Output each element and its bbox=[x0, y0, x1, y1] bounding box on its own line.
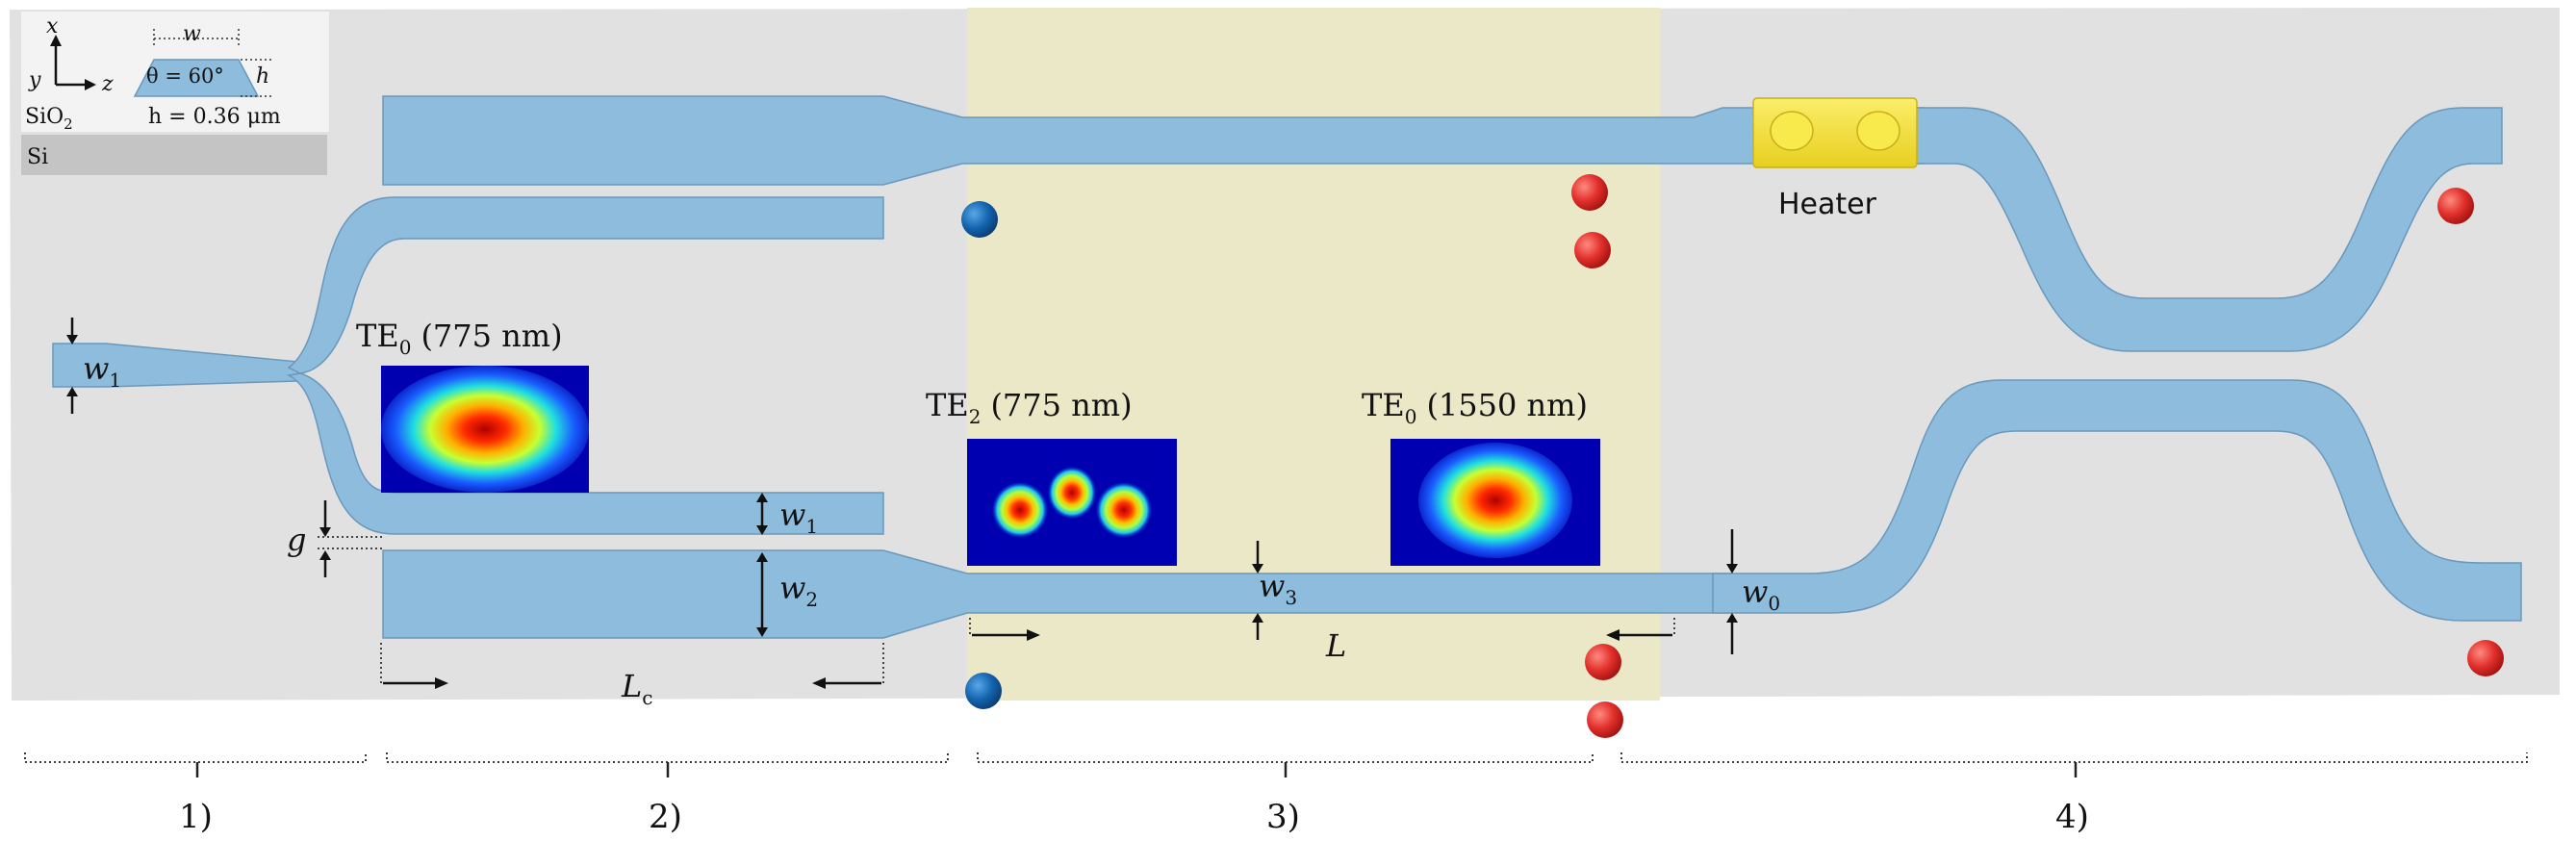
gap-arrowhead-bottom bbox=[319, 550, 331, 560]
inset-height-value: h = 0.36 μm bbox=[148, 105, 281, 129]
w2-arrowhead-bottom bbox=[756, 627, 768, 637]
section-bracket-4 bbox=[1620, 752, 2528, 763]
mode-profile-te0-775-field bbox=[381, 366, 589, 493]
w0-label: w0 bbox=[1742, 573, 1780, 615]
cross-section-inset: x y z w θ = 60° h SiO2 h = 0.36 μm Si bbox=[21, 12, 329, 175]
w1-mid-arrowhead-top bbox=[756, 493, 768, 502]
w1-left-arrowhead-top bbox=[66, 335, 78, 344]
l-arrowhead-left bbox=[1027, 629, 1040, 641]
w0-arrowhead-top bbox=[1726, 564, 1738, 573]
w3-label: w3 bbox=[1259, 568, 1297, 609]
mode-profiles: TE0 (775 nm) TE2 (775 nm) TE0 (1550 nm) bbox=[356, 318, 1600, 566]
lc-label: Lc bbox=[621, 668, 652, 709]
mode-profile-te2-lobe-left bbox=[991, 481, 1049, 539]
heater: Heater bbox=[1752, 97, 1918, 221]
inset-substrate-label: Si bbox=[27, 145, 48, 169]
section-label-2: 2) bbox=[649, 798, 682, 836]
inset-axis-y-label: y bbox=[28, 68, 41, 92]
w2-arrowhead-top bbox=[756, 552, 768, 562]
mode-profile-te2-lobe-mid bbox=[1047, 466, 1097, 520]
signal-dot-top-1 bbox=[1571, 174, 1608, 211]
dimension-annotations bbox=[66, 318, 1738, 689]
section-label-3: 3) bbox=[1266, 798, 1300, 836]
mode-label-te0-775: TE0 (775 nm) bbox=[356, 318, 563, 359]
inset-angle-label: θ = 60° bbox=[146, 64, 224, 88]
inset-cladding-label: SiO2 bbox=[25, 105, 73, 133]
w1-mid-label: w1 bbox=[779, 497, 818, 538]
inset-height-label: h bbox=[256, 64, 269, 89]
output-dot-bottom bbox=[2467, 640, 2504, 676]
upper-s-bend bbox=[1904, 107, 2503, 352]
w2-label: w2 bbox=[779, 570, 818, 611]
pump-dot-top bbox=[961, 201, 998, 238]
w1-left-arrowhead-bottom bbox=[66, 387, 78, 396]
mode-label-te0-1550: TE0 (1550 nm) bbox=[1362, 387, 1588, 428]
inset-waveguide bbox=[133, 59, 260, 97]
section-bracket-1 bbox=[24, 752, 367, 763]
signal-dot-top-2 bbox=[1574, 232, 1611, 268]
signal-dot-bottom-1 bbox=[1585, 644, 1621, 680]
branch-lower-arm bbox=[286, 372, 884, 535]
branch-upper-arm bbox=[287, 196, 884, 374]
l-arrowhead-right bbox=[1606, 629, 1620, 641]
signal-dot-bottom-2 bbox=[1587, 701, 1623, 738]
photon-markers bbox=[961, 174, 2504, 738]
section-bracket-3 bbox=[977, 752, 1594, 763]
w3-arrowhead-bottom bbox=[1252, 613, 1263, 623]
lc-arrowhead-left bbox=[435, 677, 448, 689]
inset-axis-z-label: z bbox=[101, 72, 114, 96]
heater-label: Heater bbox=[1778, 188, 1877, 221]
output-dot-top bbox=[2437, 188, 2474, 224]
mode-label-te2-775: TE2 (775 nm) bbox=[926, 387, 1133, 428]
mode-profile-te0-1550-field bbox=[1418, 443, 1572, 558]
heater-contact-right bbox=[1856, 111, 1900, 151]
section-label-4: 4) bbox=[2055, 798, 2089, 836]
inset-axis-x-arrow bbox=[50, 35, 62, 46]
w1-left-label: w1 bbox=[83, 350, 121, 392]
gap-label: g bbox=[287, 522, 306, 558]
w1-mid-arrowhead-bottom bbox=[756, 525, 768, 535]
inset-axis-x-label: x bbox=[46, 14, 59, 38]
dimension-labels: w1 w1 w2 g w3 w0 Lc L bbox=[83, 350, 1780, 709]
heater-contact-left bbox=[1770, 111, 1814, 151]
section-brackets bbox=[24, 752, 2528, 763]
w3-arrowhead-top bbox=[1252, 564, 1263, 573]
section-label-1: 1) bbox=[179, 798, 213, 836]
lower-s-bend bbox=[1712, 379, 2522, 622]
inset-axis-z-arrow bbox=[85, 79, 96, 90]
section-bracket-2 bbox=[386, 752, 949, 763]
gap-arrowhead-top bbox=[319, 527, 331, 537]
section-labels: 1) 2) 3) 4) bbox=[179, 798, 2089, 836]
lc-arrowhead-right bbox=[812, 677, 826, 689]
waveguides bbox=[52, 95, 2522, 639]
pump-dot-bottom bbox=[965, 673, 1002, 709]
l-label: L bbox=[1325, 627, 1346, 664]
mode-profile-te2-lobe-right bbox=[1095, 481, 1153, 539]
inset-substrate bbox=[21, 135, 327, 175]
section-bracket-ticks bbox=[195, 762, 2078, 777]
inset-width-label: w bbox=[183, 22, 201, 46]
w0-arrowhead-bottom bbox=[1726, 613, 1738, 623]
